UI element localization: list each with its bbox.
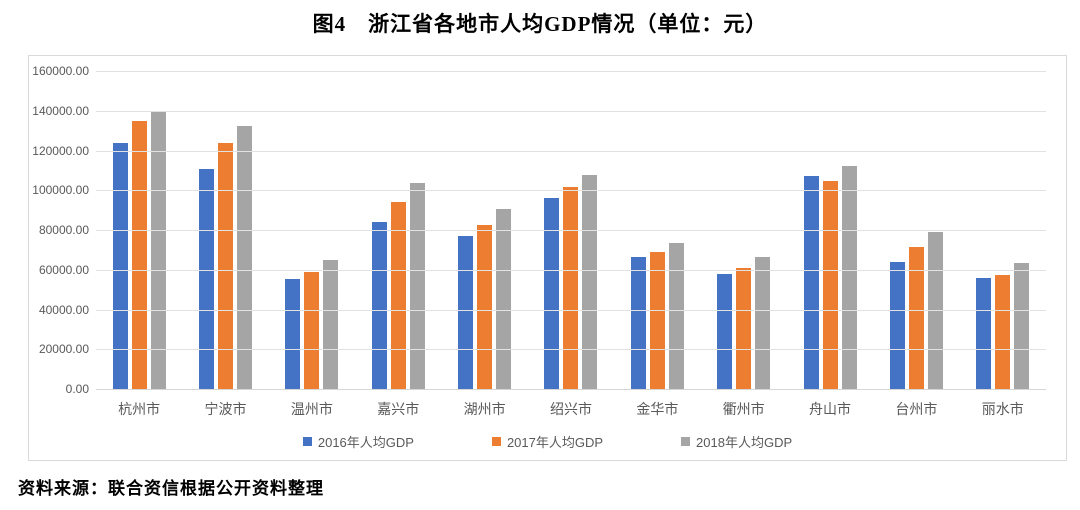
x-axis-category-label: 金华市 xyxy=(636,401,679,417)
bar xyxy=(976,277,992,389)
bar-group xyxy=(269,71,355,389)
gridline xyxy=(96,230,1046,231)
bar xyxy=(218,142,234,389)
bar xyxy=(908,246,924,389)
y-axis-tick-label: 0.00 xyxy=(65,382,89,396)
bar xyxy=(323,259,339,389)
bar xyxy=(477,225,493,389)
legend-item: 2017年人均GDP xyxy=(491,432,604,451)
x-axis-category-label: 绍兴市 xyxy=(549,401,592,417)
bar xyxy=(544,198,560,389)
x-axis-category-label: 衢州市 xyxy=(722,401,765,417)
gridline xyxy=(96,71,1046,72)
legend-item: 2016年人均GDP xyxy=(302,432,414,451)
page-title: 图4 浙江省各地市人均GDP情况（单位：元） xyxy=(312,12,768,36)
bar-group xyxy=(441,71,527,389)
y-axis-tick-label: 20000.00 xyxy=(38,342,89,357)
bar xyxy=(717,273,733,389)
bar xyxy=(496,209,512,389)
x-axis-baseline xyxy=(96,389,1046,390)
gridline xyxy=(96,309,1046,311)
legend-label: 2016年人均GDP xyxy=(317,435,414,450)
x-axis-category-label: 温州市 xyxy=(290,401,333,417)
bar xyxy=(841,166,857,389)
bar xyxy=(199,169,215,389)
chart-area: 160000.00 140000.00 120000.00 100000.00 8000… xyxy=(28,55,1067,461)
bar-group xyxy=(960,71,1046,389)
bar-group xyxy=(355,71,441,389)
x-axis-category-label: 舟山市 xyxy=(809,401,852,417)
x-axis: 杭州市 宁波市 温州市 嘉兴市 湖州市 绍兴市 金华市 衢州市 舟山市 台州市 丽水市 xyxy=(96,399,1046,419)
legend-item: 2018年人均GDP xyxy=(681,432,792,451)
legend-label: 2017年人均GDP xyxy=(506,435,604,450)
gridline xyxy=(96,349,1046,351)
bar xyxy=(390,202,406,389)
y-axis-tick-label: 100000.00 xyxy=(32,183,89,198)
bar xyxy=(649,251,665,389)
x-axis-category-label: 宁波市 xyxy=(204,401,247,417)
bar xyxy=(112,142,128,389)
bar xyxy=(822,181,838,389)
bar xyxy=(668,242,684,389)
y-axis-tick-label: 120000.00 xyxy=(32,143,89,158)
bar xyxy=(927,232,943,389)
x-axis-category-label: 丽水市 xyxy=(981,401,1024,417)
gridline xyxy=(96,110,1046,112)
plot-area xyxy=(96,71,1046,390)
x-axis-category-label: 杭州市 xyxy=(118,401,161,417)
bar xyxy=(371,222,387,389)
y-axis: 160000.00 140000.00 120000.00 100000.00 8000… xyxy=(29,64,89,396)
legend-swatch xyxy=(491,437,501,446)
y-axis-tick-label: 60000.00 xyxy=(38,262,89,277)
bar xyxy=(285,278,301,389)
bar xyxy=(803,176,819,389)
y-axis-tick-label: 160000.00 xyxy=(32,64,89,78)
bar xyxy=(131,120,147,389)
bar xyxy=(582,175,598,389)
bar xyxy=(630,256,646,389)
x-axis-category-label: 湖州市 xyxy=(463,401,506,417)
gridline xyxy=(96,150,1046,152)
bar xyxy=(736,267,752,389)
bar-group xyxy=(614,71,700,389)
gridline xyxy=(96,190,1046,192)
source-note: 资料来源：联合资信根据公开资料整理 xyxy=(18,479,324,498)
x-axis-category-label: 嘉兴市 xyxy=(377,401,420,417)
bar xyxy=(995,274,1011,389)
bar-group xyxy=(787,71,873,389)
bars-layer xyxy=(96,71,1046,389)
y-axis-tick-label: 40000.00 xyxy=(38,302,89,317)
bar-group xyxy=(528,71,614,389)
bar-group xyxy=(182,71,268,389)
legend-label: 2018年人均GDP xyxy=(696,435,793,450)
legend-swatch xyxy=(681,437,691,446)
bar xyxy=(458,236,474,389)
bar xyxy=(755,256,771,389)
bar-group xyxy=(701,71,787,389)
bar xyxy=(563,187,579,389)
gridline xyxy=(96,269,1046,271)
legend: 2016年人均GDP 2017年人均GDP 2018年人均GDP xyxy=(29,432,1066,451)
bar xyxy=(1014,262,1030,389)
legend-swatch xyxy=(302,437,312,446)
bar-group xyxy=(96,71,182,389)
bar xyxy=(237,125,253,389)
bar xyxy=(889,261,905,389)
x-axis-category-label: 台州市 xyxy=(895,401,938,417)
bar xyxy=(409,183,425,389)
y-axis-tick-label: 80000.00 xyxy=(38,223,89,237)
bar xyxy=(150,110,166,389)
y-axis-tick-label: 140000.00 xyxy=(32,103,89,118)
bar xyxy=(304,271,320,389)
